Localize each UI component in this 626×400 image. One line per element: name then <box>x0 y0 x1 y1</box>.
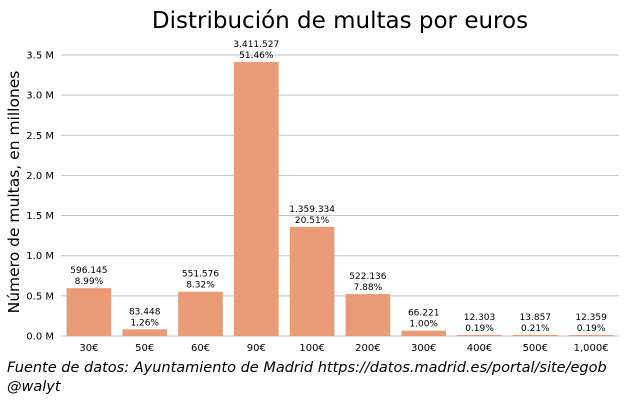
bar-value-label: 596.145 <box>70 266 107 276</box>
y-axis-ticks: 0.0 M 0.5 M 1.0 M 1.5 M 2.0 M 2.5 M 3.0 M 3.5 M <box>26 50 54 342</box>
bar-value-label: 13.857 <box>520 313 552 323</box>
bar-value-label: 66.221 <box>408 309 440 319</box>
x-tick-label: 300€ <box>411 343 436 354</box>
bar-value-label: 12.359 <box>575 313 607 323</box>
y-tick-label: 2.5 M <box>26 131 54 142</box>
gridlines <box>61 54 619 337</box>
bar <box>568 335 614 336</box>
bar-value-label: 1.359.334 <box>289 205 335 215</box>
bar-value-label: 12.303 <box>464 313 496 323</box>
bar <box>233 62 279 336</box>
bar-value-label: 551.576 <box>182 270 219 280</box>
x-tick-label: 60€ <box>191 343 210 354</box>
x-tick-label: 30€ <box>79 343 98 354</box>
bar <box>66 288 112 336</box>
y-tick-label: 3.5 M <box>26 50 54 61</box>
bar-percent-label: 8.99% <box>75 277 104 287</box>
bar <box>345 294 391 336</box>
bar <box>122 329 168 336</box>
y-axis-label: Número de multas, en millones <box>5 71 23 314</box>
bar-value-label: 522.136 <box>349 272 386 282</box>
y-tick-label: 1.0 M <box>26 251 54 262</box>
bar <box>178 291 223 336</box>
bar-percent-label: 51.46% <box>239 51 274 61</box>
x-tick-label: 500€ <box>523 343 548 354</box>
x-tick-label: 50€ <box>135 343 154 354</box>
x-tick-label: 400€ <box>467 343 492 354</box>
bar-percent-label: 0.19% <box>577 324 606 334</box>
bar-percent-label: 8.32% <box>186 281 215 291</box>
bar <box>289 226 335 336</box>
bar-percent-label: 1.00% <box>409 320 438 330</box>
x-tick-label: 100€ <box>299 343 324 354</box>
x-tick-label: 200€ <box>355 343 380 354</box>
bar <box>512 334 558 336</box>
x-tick-label: 90€ <box>247 343 266 354</box>
bars <box>66 62 614 336</box>
author-text: @walyt <box>7 379 61 395</box>
bar-percent-label: 7.88% <box>354 283 383 293</box>
chart-title: Distribución de multas por euros <box>152 8 528 34</box>
bar <box>401 330 447 336</box>
bar-percent-label: 0.19% <box>465 324 494 334</box>
bar <box>457 335 502 336</box>
y-tick-label: 3.0 M <box>26 91 54 102</box>
footer-source: Fuente de datos: Ayuntamiento de Madrid … <box>7 359 622 397</box>
bar-percent-label: 1.26% <box>130 318 159 328</box>
y-tick-label: 0.0 M <box>26 332 54 343</box>
bar-value-label: 83.448 <box>129 307 161 317</box>
x-tick-label: 1,000€ <box>574 343 609 354</box>
y-tick-label: 2.0 M <box>26 171 54 182</box>
bar-value-label: 3.411.527 <box>233 40 279 50</box>
y-tick-label: 0.5 M <box>26 291 54 302</box>
x-axis-ticks: 30€ 50€ 60€ 90€ 100€ 200€ 300€ 400€ 500€ 1,000€ <box>79 343 608 354</box>
bar-percent-label: 0.21% <box>521 324 550 334</box>
source-text: Fuente de datos: Ayuntamiento de Madrid … <box>7 360 607 376</box>
bar-percent-label: 20.51% <box>295 216 330 226</box>
y-tick-label: 1.5 M <box>26 211 54 222</box>
